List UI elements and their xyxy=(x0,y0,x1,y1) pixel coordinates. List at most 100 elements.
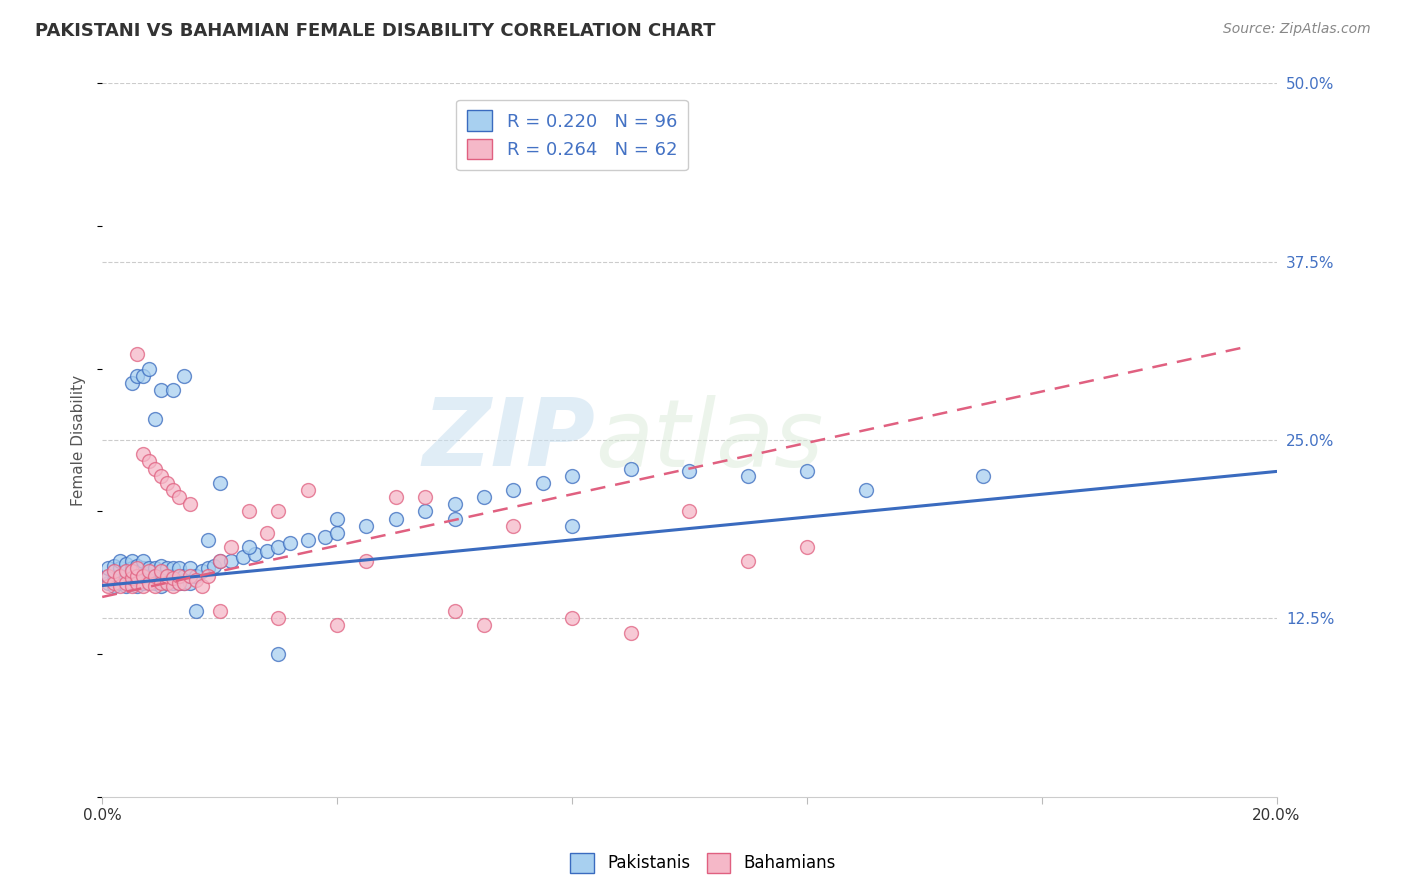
Point xyxy=(191,564,214,578)
Y-axis label: Female Disability: Female Disability xyxy=(72,375,86,506)
Point xyxy=(149,566,172,580)
Point xyxy=(173,575,195,590)
Point xyxy=(162,561,184,575)
Point xyxy=(97,561,120,575)
Point xyxy=(256,544,278,558)
Point xyxy=(326,511,349,525)
Point xyxy=(114,564,136,578)
Point xyxy=(143,568,166,582)
Point xyxy=(143,568,166,582)
Point xyxy=(149,468,172,483)
Point xyxy=(167,561,190,575)
Point xyxy=(561,518,583,533)
Point xyxy=(855,483,877,497)
Point xyxy=(191,578,214,592)
Legend: R = 0.220   N = 96, R = 0.264   N = 62: R = 0.220 N = 96, R = 0.264 N = 62 xyxy=(456,100,688,170)
Point xyxy=(143,411,166,425)
Point xyxy=(132,554,155,568)
Point xyxy=(138,575,160,590)
Point xyxy=(114,564,136,578)
Point xyxy=(127,566,149,580)
Point xyxy=(121,376,143,390)
Point xyxy=(103,578,125,592)
Point xyxy=(108,568,131,582)
Point xyxy=(678,465,700,479)
Point xyxy=(162,578,184,592)
Point xyxy=(149,558,172,573)
Point xyxy=(167,575,190,590)
Point xyxy=(356,554,378,568)
Point xyxy=(132,568,155,582)
Point xyxy=(356,518,378,533)
Point xyxy=(121,561,143,575)
Point xyxy=(531,475,554,490)
Point xyxy=(179,575,201,590)
Point xyxy=(162,568,184,582)
Point xyxy=(326,525,349,540)
Point xyxy=(413,504,436,518)
Point xyxy=(267,647,290,661)
Point xyxy=(114,575,136,590)
Point xyxy=(149,383,172,397)
Point xyxy=(167,490,190,504)
Point xyxy=(127,558,149,573)
Point xyxy=(156,568,179,582)
Point xyxy=(132,447,155,461)
Point xyxy=(197,568,219,582)
Point xyxy=(127,575,149,590)
Point xyxy=(127,347,149,361)
Text: ZIP: ZIP xyxy=(423,394,595,486)
Point xyxy=(208,554,231,568)
Point xyxy=(156,561,179,575)
Text: PAKISTANI VS BAHAMIAN FEMALE DISABILITY CORRELATION CHART: PAKISTANI VS BAHAMIAN FEMALE DISABILITY … xyxy=(35,22,716,40)
Point xyxy=(443,511,465,525)
Point xyxy=(143,461,166,475)
Point xyxy=(143,561,166,575)
Point xyxy=(502,483,524,497)
Point xyxy=(121,554,143,568)
Point xyxy=(443,604,465,618)
Point xyxy=(208,475,231,490)
Point xyxy=(103,575,125,590)
Point xyxy=(103,564,125,578)
Point xyxy=(132,568,155,582)
Point xyxy=(156,568,179,582)
Point xyxy=(127,561,149,575)
Point xyxy=(561,468,583,483)
Point xyxy=(737,554,759,568)
Point xyxy=(238,504,260,518)
Point xyxy=(149,573,172,587)
Point xyxy=(149,575,172,590)
Point xyxy=(972,468,994,483)
Point xyxy=(132,578,155,592)
Point xyxy=(620,461,643,475)
Point xyxy=(162,575,184,590)
Point xyxy=(173,368,195,383)
Point xyxy=(208,554,231,568)
Point xyxy=(121,568,143,582)
Point xyxy=(197,533,219,547)
Point xyxy=(108,575,131,590)
Point xyxy=(108,578,131,592)
Point xyxy=(138,361,160,376)
Point xyxy=(103,558,125,573)
Point xyxy=(443,497,465,511)
Point xyxy=(97,578,120,592)
Point xyxy=(138,454,160,468)
Point xyxy=(314,530,336,544)
Point xyxy=(114,571,136,585)
Point xyxy=(179,561,201,575)
Point xyxy=(108,568,131,582)
Point xyxy=(127,568,149,582)
Point xyxy=(179,568,201,582)
Point xyxy=(162,483,184,497)
Point xyxy=(561,611,583,625)
Point xyxy=(143,575,166,590)
Point xyxy=(103,564,125,578)
Point xyxy=(202,558,225,573)
Point xyxy=(103,573,125,587)
Point xyxy=(138,564,160,578)
Legend: Pakistanis, Bahamians: Pakistanis, Bahamians xyxy=(564,847,842,880)
Point xyxy=(127,578,149,592)
Point xyxy=(156,475,179,490)
